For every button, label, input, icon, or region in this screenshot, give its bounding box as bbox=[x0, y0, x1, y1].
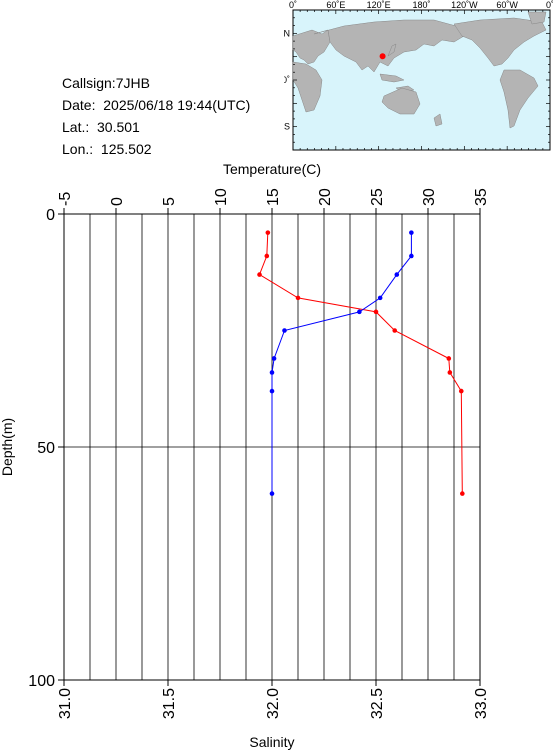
station-info: Callsign:7JHB Date: 2025/06/18 19:44(UTC… bbox=[62, 72, 250, 160]
depth-tick-label: 100 bbox=[28, 673, 55, 690]
callsign-text: Callsign:7JHB bbox=[62, 75, 150, 91]
temperature-tick-label: 30 bbox=[421, 188, 438, 206]
salinity-tick-label: 33.0 bbox=[473, 688, 490, 719]
salinity-point bbox=[377, 295, 383, 301]
chart-series bbox=[257, 230, 465, 496]
temperature-tick-label: 0 bbox=[109, 197, 126, 206]
map-longitude-label: 0˚ bbox=[546, 0, 553, 10]
salinity-tick-label: 31.5 bbox=[161, 688, 178, 719]
longitude-text: Lon.: 125.502 bbox=[62, 141, 152, 157]
salinity-line bbox=[271, 232, 412, 494]
temperature-point bbox=[447, 370, 453, 375]
map-longitude-label: 60˚W bbox=[496, 0, 518, 10]
depth-tick-label: 0 bbox=[46, 207, 55, 224]
temperature-tick-label: -5 bbox=[57, 192, 74, 206]
temperature-series bbox=[257, 230, 465, 496]
station-marker bbox=[379, 53, 386, 60]
map-longitude-labels: 0˚ 60˚E 120˚E 180˚ 120˚W 60˚W 0˚ bbox=[289, 0, 553, 10]
salinity-point bbox=[409, 253, 414, 259]
map-longitude-label: 180˚ bbox=[412, 0, 430, 10]
depth-tick-label: 50 bbox=[37, 440, 55, 457]
temperature-axis-label: Temperature(C) bbox=[223, 161, 321, 177]
temperature-point bbox=[265, 230, 271, 235]
map-latitude-label: 0˚ bbox=[284, 75, 290, 85]
temperature-point bbox=[460, 491, 465, 496]
temperature-line bbox=[258, 232, 463, 494]
temperature-point bbox=[446, 356, 452, 361]
salinity-point bbox=[409, 230, 414, 235]
salinity-point bbox=[394, 272, 400, 277]
temperature-point bbox=[458, 388, 464, 394]
salinity-axis-label: Salinity bbox=[249, 734, 294, 750]
latitude-text: Lat.: 30.501 bbox=[62, 119, 140, 135]
depth-axis-label: Depth(m) bbox=[0, 418, 15, 476]
temperature-point bbox=[264, 253, 270, 259]
map-longitude-label: 0˚ bbox=[289, 0, 297, 10]
temperature-tick-label: 10 bbox=[213, 188, 230, 206]
salinity-tick-label: 32.0 bbox=[265, 688, 282, 719]
salinity-tick-label: 31.0 bbox=[57, 688, 74, 719]
temperature-tick-label: 15 bbox=[265, 188, 282, 206]
salinity-point bbox=[271, 356, 277, 361]
map-longitude-label: 120˚W bbox=[451, 0, 478, 10]
temperature-tick-label: 5 bbox=[161, 197, 178, 206]
salinity-point bbox=[282, 328, 287, 333]
map-ticks bbox=[292, 9, 551, 151]
salinity-series bbox=[269, 230, 414, 496]
temperature-tick-label: 20 bbox=[317, 188, 334, 206]
salinity-point bbox=[269, 388, 275, 394]
map-longitude-label: 60˚E bbox=[326, 0, 345, 10]
salinity-point bbox=[357, 309, 362, 315]
map-land bbox=[292, 11, 547, 129]
date-text: Date: 2025/06/18 19:44(UTC) bbox=[62, 97, 251, 113]
temperature-point bbox=[373, 309, 379, 315]
temperature-point bbox=[295, 295, 301, 301]
temperature-tick-label: 25 bbox=[369, 188, 386, 206]
map-longitude-label: 120˚E bbox=[367, 0, 391, 10]
temperature-tick-label: 35 bbox=[473, 188, 490, 206]
salinity-point bbox=[269, 491, 275, 496]
salinity-tick-label: 32.5 bbox=[369, 688, 386, 719]
temperature-point bbox=[257, 272, 262, 277]
salinity-point bbox=[269, 370, 275, 375]
temperature-point bbox=[392, 328, 398, 333]
